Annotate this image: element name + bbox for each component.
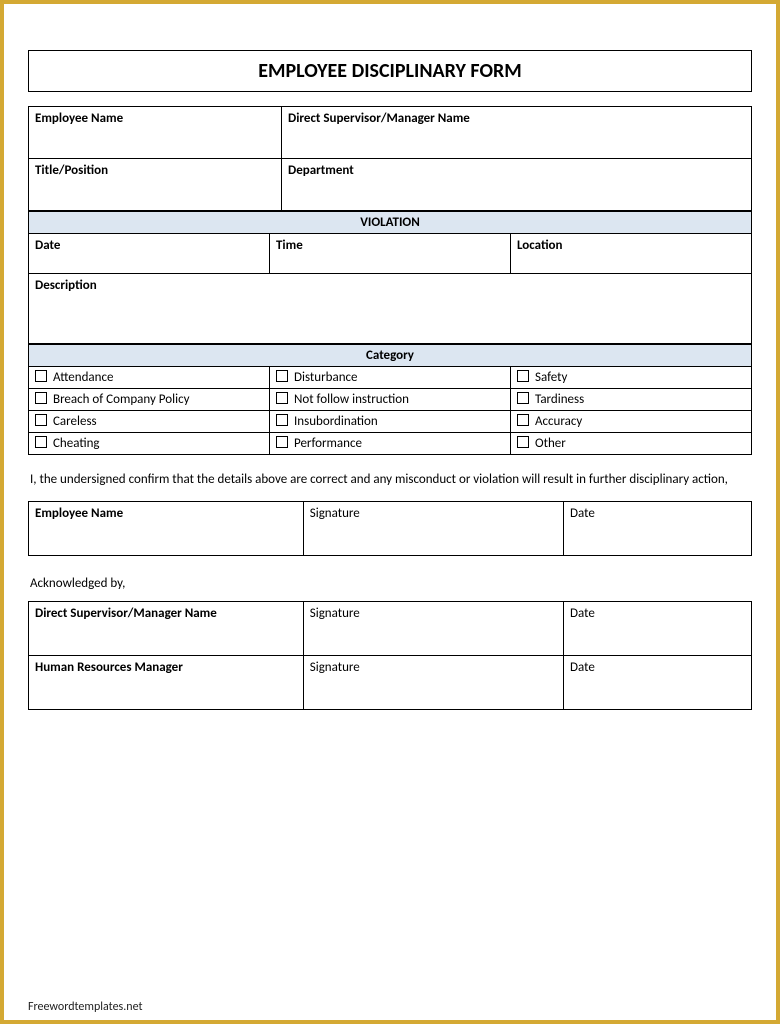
- cat-accuracy[interactable]: Accuracy: [511, 411, 752, 433]
- cat-label: Attendance: [53, 370, 113, 385]
- title-position-cell[interactable]: Title/Position: [29, 159, 282, 211]
- checkbox-icon[interactable]: [517, 370, 529, 382]
- violation-table: VIOLATION Date Time Location Description: [28, 211, 752, 344]
- cat-label: Not follow instruction: [294, 392, 409, 407]
- violation-location-cell[interactable]: Location: [511, 234, 752, 274]
- cat-cheating[interactable]: Cheating: [29, 433, 270, 455]
- checkbox-icon[interactable]: [517, 414, 529, 426]
- checkbox-icon[interactable]: [276, 414, 288, 426]
- violation-header: VIOLATION: [29, 212, 752, 234]
- violation-date-cell[interactable]: Date: [29, 234, 270, 274]
- department-cell[interactable]: Department: [282, 159, 752, 211]
- cat-label: Safety: [535, 370, 567, 385]
- checkbox-icon[interactable]: [35, 436, 47, 448]
- cat-label: Performance: [294, 436, 362, 451]
- supervisor-sig-signature-cell[interactable]: Signature: [303, 601, 563, 655]
- cat-label: Tardiness: [535, 392, 584, 407]
- cell-label: Signature: [310, 506, 360, 521]
- emp-sig-signature-cell[interactable]: Signature: [303, 501, 563, 555]
- checkbox-icon[interactable]: [276, 392, 288, 404]
- cat-label: Insubordination: [294, 414, 378, 429]
- checkbox-icon[interactable]: [35, 370, 47, 382]
- checkbox-icon[interactable]: [517, 392, 529, 404]
- form-title: EMPLOYEE DISCIPLINARY FORM: [28, 50, 752, 92]
- cell-label: Signature: [310, 606, 360, 621]
- cell-label: Direct Supervisor/Manager Name: [35, 606, 217, 621]
- cat-safety[interactable]: Safety: [511, 367, 752, 389]
- cat-tardiness[interactable]: Tardiness: [511, 389, 752, 411]
- confirmation-statement: I, the undersigned confirm that the deta…: [30, 471, 750, 489]
- cat-label: Disturbance: [294, 370, 358, 385]
- checkbox-icon[interactable]: [276, 436, 288, 448]
- cat-disturbance[interactable]: Disturbance: [270, 367, 511, 389]
- hr-sig-name-cell[interactable]: Human Resources Manager: [29, 655, 304, 709]
- category-header: Category: [29, 345, 752, 367]
- cat-insubordination[interactable]: Insubordination: [270, 411, 511, 433]
- cell-label: Date: [570, 660, 595, 675]
- cat-label: Other: [535, 436, 566, 451]
- cell-label: Signature: [310, 660, 360, 675]
- cell-label: Date: [570, 506, 595, 521]
- checkbox-icon[interactable]: [276, 370, 288, 382]
- violation-description-cell[interactable]: Description: [29, 274, 752, 344]
- cat-label: Breach of Company Policy: [53, 392, 189, 407]
- cat-attendance[interactable]: Attendance: [29, 367, 270, 389]
- cat-label: Accuracy: [535, 414, 582, 429]
- footer-source: Freewordtemplates.net: [28, 1000, 143, 1014]
- emp-sig-name-cell[interactable]: Employee Name: [29, 501, 304, 555]
- checkbox-icon[interactable]: [35, 392, 47, 404]
- employee-name-cell[interactable]: Employee Name: [29, 107, 282, 159]
- cell-label: Human Resources Manager: [35, 660, 183, 675]
- cat-breach[interactable]: Breach of Company Policy: [29, 389, 270, 411]
- cat-notfollow[interactable]: Not follow instruction: [270, 389, 511, 411]
- cat-other[interactable]: Other: [511, 433, 752, 455]
- checkbox-icon[interactable]: [35, 414, 47, 426]
- cat-performance[interactable]: Performance: [270, 433, 511, 455]
- cell-label: Date: [570, 606, 595, 621]
- employee-signature-table: Employee Name Signature Date: [28, 501, 752, 556]
- supervisor-name-cell[interactable]: Direct Supervisor/Manager Name: [282, 107, 752, 159]
- manager-signature-table: Direct Supervisor/Manager Name Signature…: [28, 601, 752, 710]
- supervisor-sig-date-cell[interactable]: Date: [564, 601, 752, 655]
- supervisor-sig-name-cell[interactable]: Direct Supervisor/Manager Name: [29, 601, 304, 655]
- cat-careless[interactable]: Careless: [29, 411, 270, 433]
- violation-time-cell[interactable]: Time: [270, 234, 511, 274]
- category-table: Category Attendance Disturbance Safety B…: [28, 344, 752, 455]
- hr-sig-date-cell[interactable]: Date: [564, 655, 752, 709]
- checkbox-icon[interactable]: [517, 436, 529, 448]
- cat-label: Careless: [53, 414, 97, 429]
- cell-label: Employee Name: [35, 506, 123, 521]
- acknowledged-label: Acknowledged by,: [30, 576, 750, 591]
- emp-sig-date-cell[interactable]: Date: [564, 501, 752, 555]
- cat-label: Cheating: [53, 436, 100, 451]
- employee-info-table: Employee Name Direct Supervisor/Manager …: [28, 106, 752, 211]
- hr-sig-signature-cell[interactable]: Signature: [303, 655, 563, 709]
